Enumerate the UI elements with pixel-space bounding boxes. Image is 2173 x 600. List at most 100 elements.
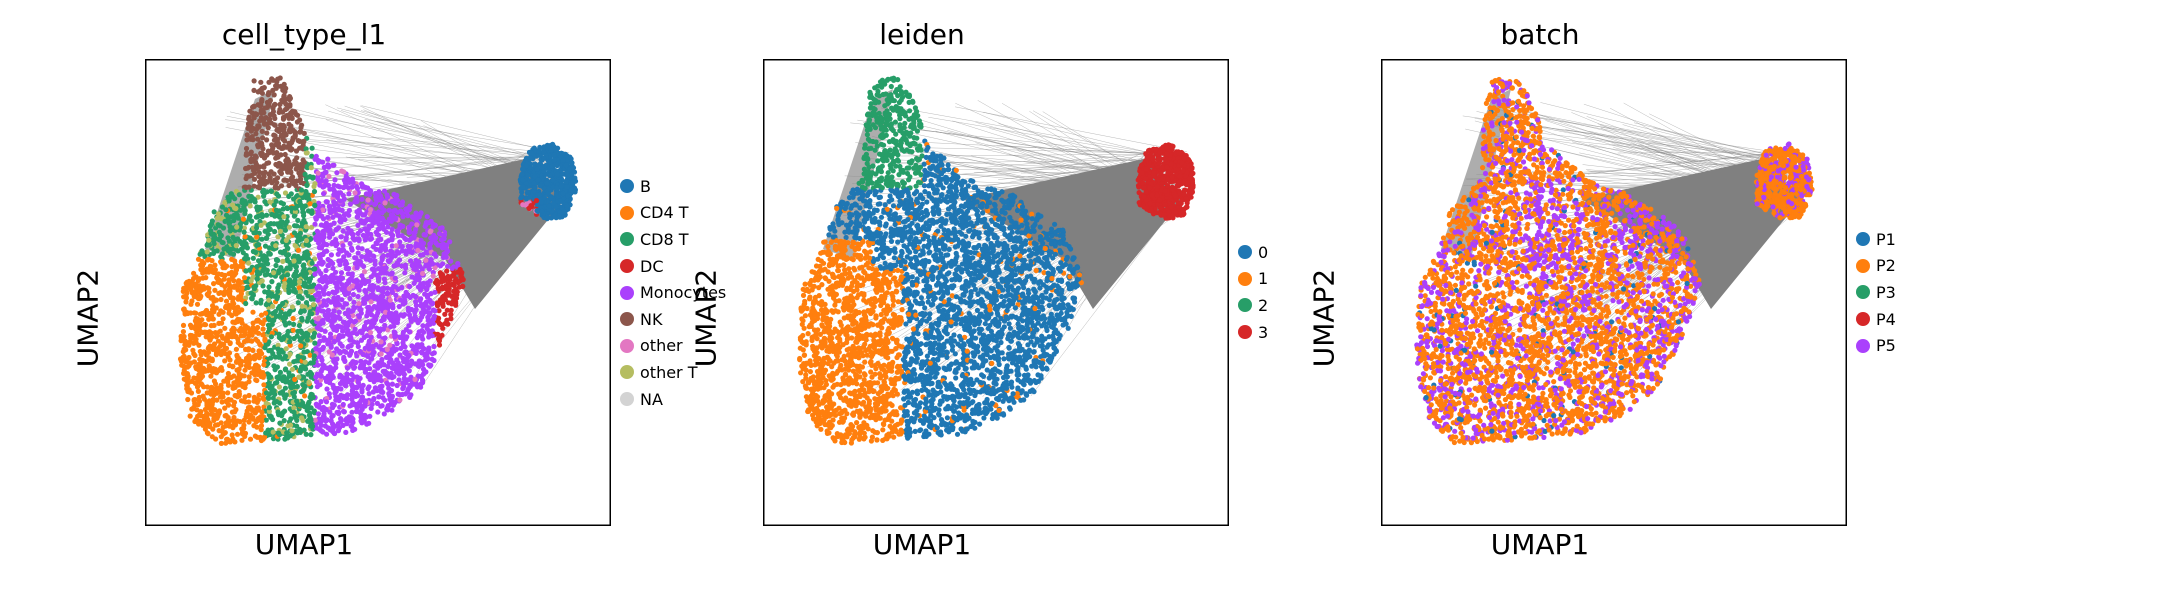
cell-point (440, 301, 446, 307)
cell-point (421, 308, 427, 314)
cell-point (375, 266, 382, 272)
cell-point (424, 214, 430, 220)
cell-point (386, 216, 392, 222)
cell-point (367, 207, 374, 213)
cell-point (298, 145, 304, 151)
cell-point (567, 154, 573, 160)
cell-point (207, 223, 213, 229)
cell-point (391, 208, 397, 214)
cell-point (201, 358, 207, 364)
cell-point (197, 283, 203, 289)
cell-point (180, 329, 186, 335)
cell-point (305, 405, 311, 411)
cell-point (365, 353, 371, 359)
cell-point (286, 140, 292, 146)
cell-point (256, 348, 262, 354)
cell-point (365, 185, 371, 191)
umap-plot-leiden (763, 59, 1229, 526)
cell-point (564, 184, 570, 190)
cell-point (346, 252, 352, 258)
cell-point (400, 214, 406, 220)
cell-point (236, 192, 242, 198)
cell-point (266, 150, 272, 156)
cell-point (419, 328, 425, 334)
cell-point (331, 199, 337, 205)
cell-point (385, 194, 391, 200)
cell-point (190, 347, 196, 353)
cell-point (382, 200, 388, 206)
cell-point (336, 309, 342, 315)
cell-point (214, 332, 220, 338)
cell-point (410, 214, 416, 220)
cell-point (266, 381, 272, 387)
cell-point (408, 315, 414, 321)
cell-point (243, 220, 249, 226)
cell-point (393, 193, 400, 199)
cell-point (231, 278, 237, 284)
cell-point (385, 252, 391, 258)
cell-point (402, 344, 408, 350)
y-axis-label: UMAP2 (71, 268, 105, 368)
cell-point (289, 146, 295, 152)
cell-point (234, 367, 240, 373)
cell-point (254, 405, 260, 411)
cell-point (316, 208, 322, 214)
cell-point (444, 307, 450, 313)
cell-point (334, 327, 340, 333)
cell-point (233, 205, 239, 212)
cell-point (274, 379, 280, 386)
cell-point (243, 268, 249, 274)
cell-point (262, 345, 268, 351)
cell-point (391, 263, 397, 269)
cell-point (333, 365, 339, 371)
cell-point (184, 290, 190, 296)
cell-point (377, 384, 383, 390)
cell-point (262, 105, 268, 111)
cell-point (376, 329, 382, 335)
cell-point (210, 426, 216, 432)
cell-point (241, 225, 247, 231)
cell-point (331, 162, 337, 168)
cell-point (244, 411, 250, 417)
cell-point (271, 137, 277, 143)
cell-point (235, 215, 241, 221)
cell-point (235, 296, 241, 302)
cell-point (420, 240, 427, 246)
cell-point (286, 121, 292, 127)
cell-point (385, 327, 391, 333)
cell-point (400, 355, 406, 361)
cell-point (227, 288, 233, 294)
cell-point (386, 390, 392, 397)
cell-point (229, 256, 235, 262)
cell-point (336, 425, 343, 431)
cell-point (213, 370, 220, 376)
cell-point (409, 343, 415, 349)
cell-point (349, 377, 355, 383)
cell-point (386, 207, 392, 213)
cell-point (287, 339, 293, 345)
cell-point (274, 399, 280, 405)
cell-point (340, 228, 346, 234)
cell-point (414, 222, 420, 228)
cell-point (277, 75, 283, 81)
cell-point (183, 299, 189, 305)
cell-point (193, 340, 199, 346)
cell-point (262, 243, 269, 249)
cell-point (267, 226, 273, 232)
cell-point (323, 220, 329, 226)
cell-point (360, 203, 366, 209)
cell-point (340, 184, 347, 191)
cell-point (375, 286, 381, 293)
cell-point (211, 378, 217, 384)
cell-point (359, 273, 365, 279)
cell-point (382, 368, 388, 374)
cell-point (200, 422, 206, 428)
cell-point (364, 313, 370, 319)
cell-point (205, 291, 211, 297)
cell-point (326, 173, 332, 179)
cell-point (400, 386, 406, 392)
cell-point (220, 335, 226, 341)
cell-point (307, 201, 313, 207)
cell-point (547, 173, 553, 179)
cell-point (186, 379, 192, 386)
